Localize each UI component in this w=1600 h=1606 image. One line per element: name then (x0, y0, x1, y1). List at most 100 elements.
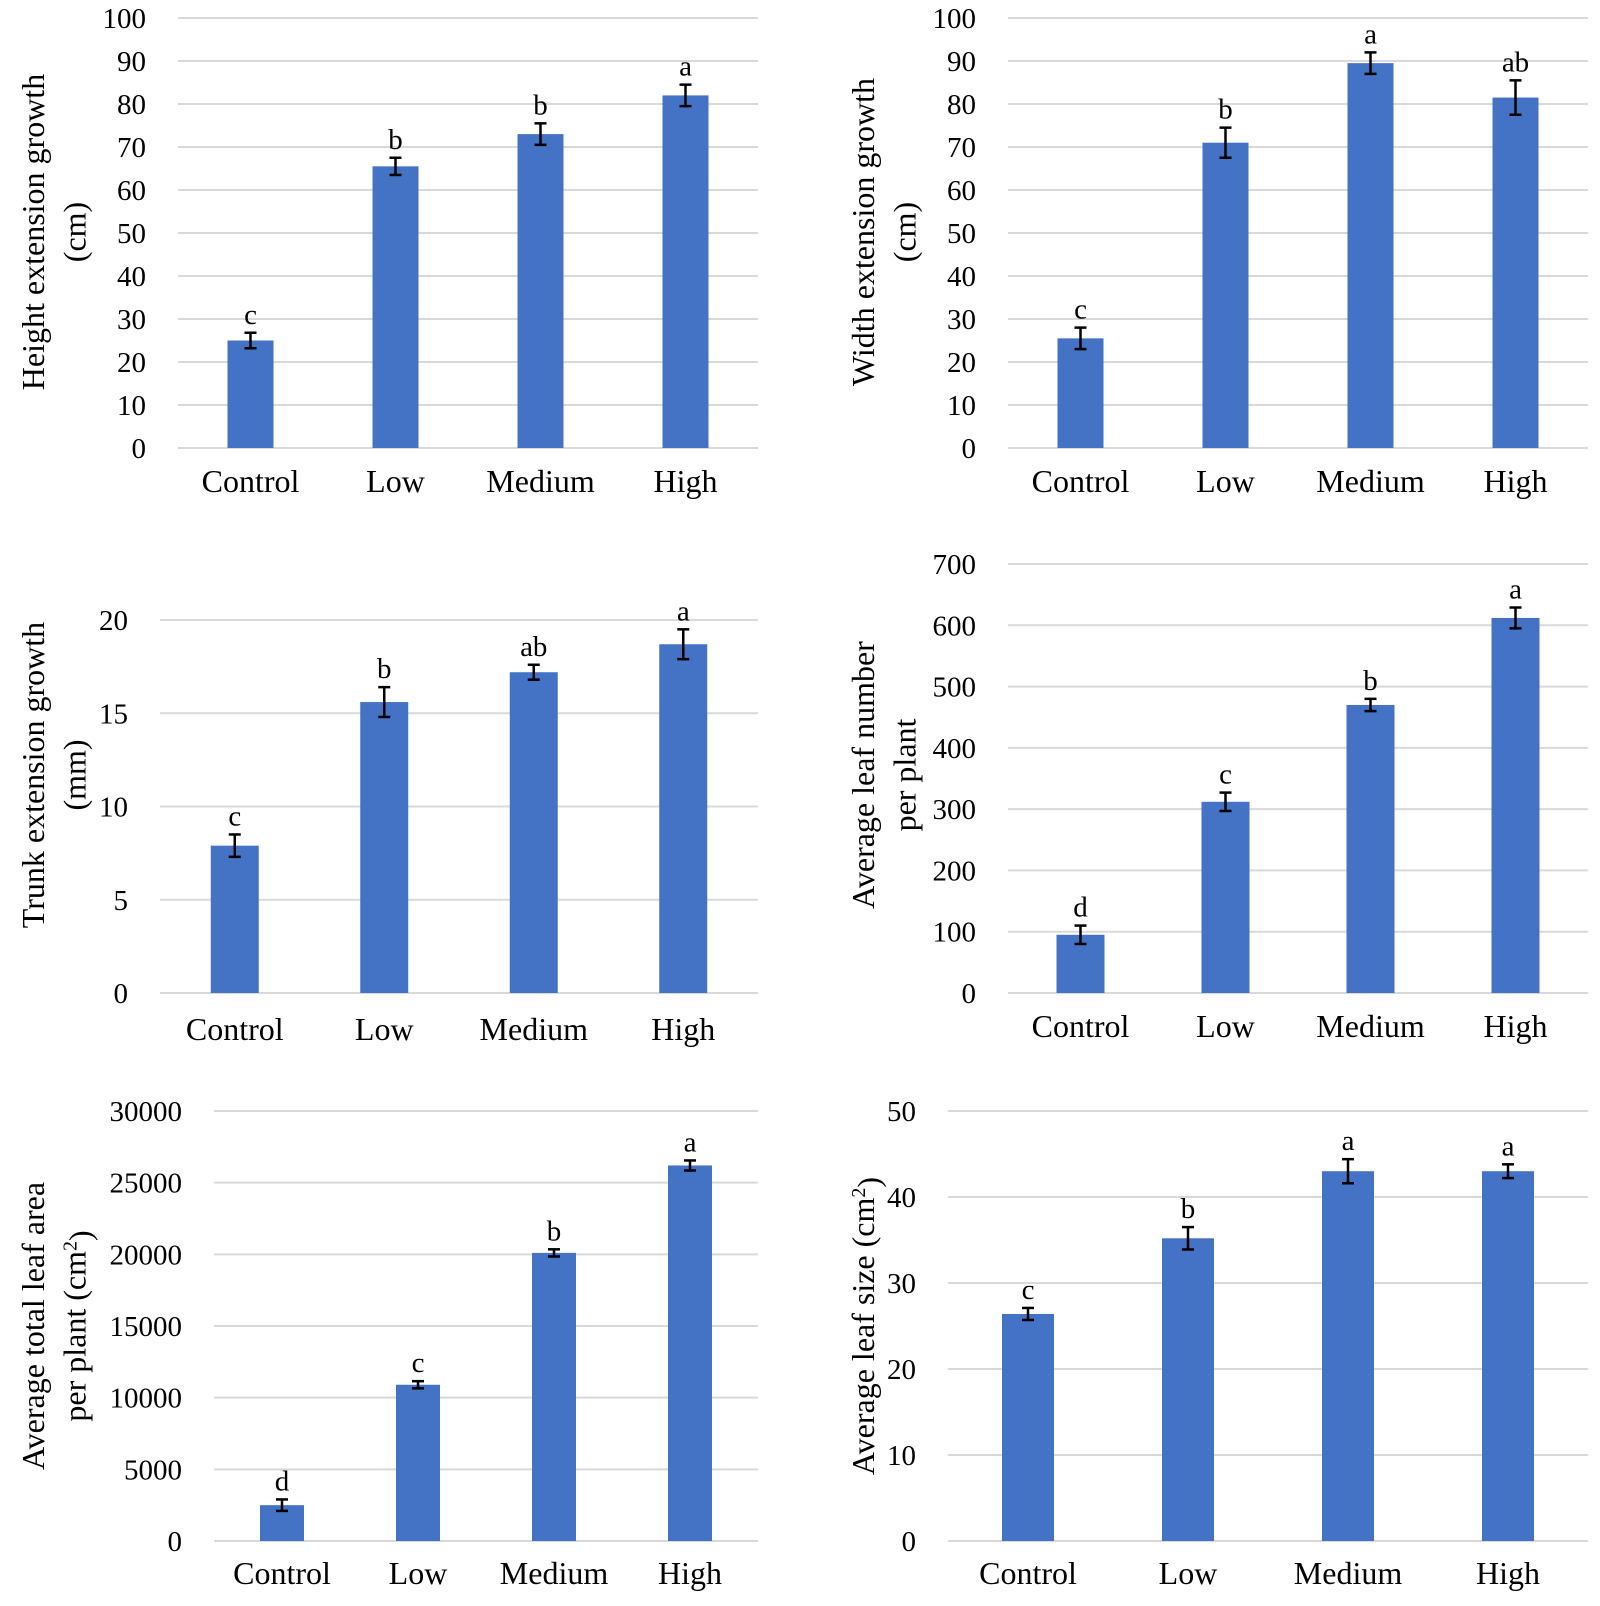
category-label: High (654, 463, 718, 499)
y-axis-label-part: (cm) (887, 202, 923, 262)
significance-letter: a (677, 595, 690, 627)
significance-letter: c (1219, 759, 1232, 791)
significance-letter: d (1073, 892, 1088, 924)
y-tick-label: 90 (117, 46, 146, 78)
y-tick-label: 40 (947, 261, 976, 293)
category-label: Low (389, 1555, 448, 1591)
y-tick-label: 300 (933, 794, 977, 826)
y-axis-label-part: (cm) (57, 202, 93, 262)
bar (1201, 801, 1250, 993)
y-tick-label: 0 (962, 433, 977, 465)
significance-letter: a (679, 51, 692, 83)
significance-letter: b (547, 1215, 562, 1247)
y-tick-label: 70 (117, 132, 146, 164)
y-tick-label: 80 (947, 89, 976, 121)
category-label: Medium (1294, 1555, 1403, 1591)
y-tick-label: 30 (117, 304, 146, 336)
y-tick-label: 70 (947, 132, 976, 164)
significance-letter: c (228, 800, 241, 832)
y-axis-label: Trunk extension growth (mm) (15, 622, 93, 928)
category-label: Control (202, 463, 300, 499)
y-tick-label: 20 (99, 605, 128, 637)
y-tick-label: 15000 (110, 1311, 183, 1343)
bar (517, 134, 564, 448)
bar (396, 1384, 440, 1541)
significance-letter: b (388, 124, 403, 156)
y-tick-label: 10 (947, 390, 976, 422)
y-axis-label-part: Height extension growth (15, 74, 51, 390)
y-tick-label: 30 (947, 304, 976, 336)
category-label: Low (1196, 1008, 1255, 1044)
significance-letter: ab (520, 631, 547, 663)
y-axis-label-part: Average leaf size (cm (845, 1197, 881, 1475)
y-axis-label-part: ) (850, 1177, 886, 1188)
y-axis-label-part: Average leaf number (845, 641, 881, 909)
y-axis-label-part: (mm) (57, 739, 93, 810)
significance-letter: c (412, 1347, 425, 1379)
significance-letter: d (275, 1465, 290, 1497)
significance-letter: b (1218, 94, 1233, 126)
y-tick-label: 5000 (124, 1454, 182, 1486)
bar (662, 95, 709, 449)
significance-letter: a (1364, 18, 1377, 50)
bar (360, 702, 409, 993)
y-tick-label: 10 (117, 390, 146, 422)
bar (532, 1252, 576, 1541)
category-label: Medium (1316, 463, 1425, 499)
significance-letter: b (1363, 665, 1378, 697)
y-tick-label: 0 (902, 1526, 917, 1558)
y-tick-label: 20 (947, 347, 976, 379)
y-axis-label-part: per plant (887, 718, 923, 831)
y-tick-label: 25000 (110, 1168, 183, 1200)
category-label: Low (366, 463, 425, 499)
bar (1346, 704, 1395, 993)
y-tick-label: 100 (103, 3, 147, 35)
y-tick-label: 30 (887, 1268, 916, 1300)
y-axis-label-part: per plant (cm (57, 1251, 93, 1422)
significance-letter: a (1509, 574, 1522, 606)
significance-letter: a (684, 1126, 697, 1158)
bar (1492, 97, 1539, 449)
significance-letter: c (1022, 1274, 1035, 1306)
chart-3: 0 5 10 15 20 c Control b Low ab Medium a High Trunk e… (15, 595, 758, 1047)
bar (659, 644, 708, 993)
y-tick-label: 30000 (110, 1096, 183, 1128)
y-tick-label: 10000 (110, 1383, 183, 1415)
y-tick-label: 0 (962, 978, 977, 1010)
chart-1: 0 10 20 30 40 50 60 70 80 90 100 c Control b Low b Mediu… (15, 3, 758, 499)
y-tick-label: 700 (933, 549, 977, 581)
bar (210, 845, 259, 993)
y-tick-label: 40 (117, 261, 146, 293)
y-tick-label: 10 (99, 792, 128, 824)
y-tick-label: 5 (114, 885, 129, 917)
significance-letter: b (533, 89, 548, 121)
y-axis-label-part: Trunk extension growth (15, 622, 51, 928)
y-axis-label: Height extension growth (cm) (15, 74, 93, 390)
y-tick-label: 60 (117, 175, 146, 207)
category-label: Control (979, 1555, 1077, 1591)
y-tick-label: 0 (114, 978, 129, 1010)
y-tick-label: 0 (168, 1526, 183, 1558)
category-label: Medium (500, 1555, 609, 1591)
chart-2: 0 10 20 30 40 50 60 70 80 90 100 c Control b Low a Mediu… (845, 3, 1588, 499)
significance-letter: c (244, 299, 257, 331)
y-tick-label: 15 (99, 698, 128, 730)
bar (509, 672, 558, 993)
y-tick-label: 80 (117, 89, 146, 121)
chart-6: 0 10 20 30 40 50 c Control b Low a Medium a High Avera… (845, 1096, 1588, 1591)
category-label: Control (186, 1011, 284, 1047)
y-tick-label: 50 (947, 218, 976, 250)
y-axis-label-part: 2 (848, 1188, 870, 1198)
bar (1202, 142, 1249, 448)
category-label: Low (355, 1011, 414, 1047)
significance-letter: a (1342, 1125, 1355, 1157)
y-axis-label-part: Width extension growth (845, 78, 881, 386)
category-label: Control (233, 1555, 331, 1591)
bar (1482, 1171, 1534, 1541)
y-tick-label: 100 (933, 917, 977, 949)
y-tick-label: 200 (933, 855, 977, 887)
bar (1322, 1171, 1374, 1541)
significance-letter: b (377, 653, 392, 685)
category-label: High (651, 1011, 715, 1047)
